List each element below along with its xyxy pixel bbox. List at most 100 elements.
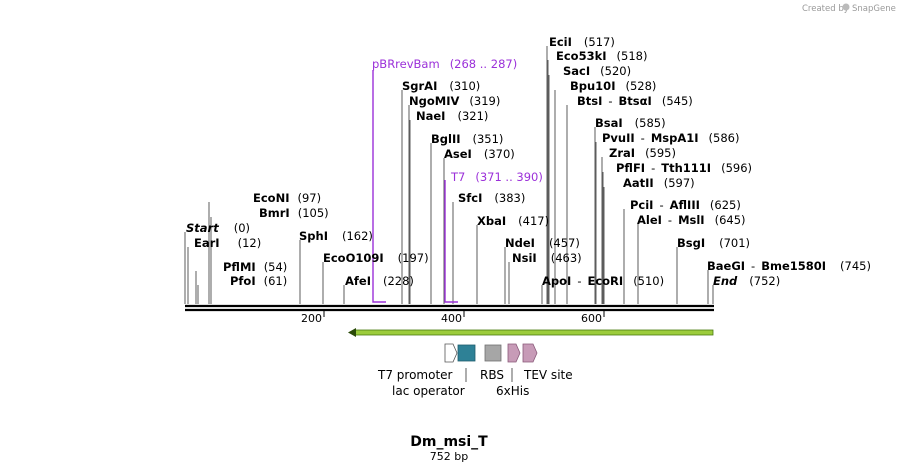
site-label-pvuii[interactable]: PvuII - MspA1I (586) (602, 131, 739, 145)
site-position: (97) (297, 191, 321, 205)
site-name: AseI (444, 147, 472, 161)
primer-T7[interactable]: T7 (371 .. 390) (444, 170, 543, 303)
svg-text:SnapGene: SnapGene (852, 4, 896, 14)
snapgene-logo-icon (842, 3, 850, 11)
site-name: PfoI (230, 274, 256, 288)
site-position: (457) (549, 236, 580, 250)
primer-pBRrevBam-label: pBRrevBam (268 .. 287) (372, 57, 517, 71)
site-position: (105) (298, 206, 329, 220)
site-label-btsi[interactable]: BtsI - BtsαI (545) (577, 94, 693, 108)
feature-label-lac-operator: lac operator (392, 384, 465, 398)
primer-pBRrevBam[interactable]: pBRrevBam (268 .. 287) (372, 57, 517, 303)
site-name: ZraI (609, 146, 635, 160)
map-title: Dm_msi_T (410, 434, 488, 450)
site-label-eari[interactable]: EarI (12) (194, 236, 261, 250)
site-position: (12) (238, 236, 262, 250)
site-position: (596) (721, 161, 752, 175)
site-name: SfcI (458, 191, 482, 205)
site-label-bsgi[interactable]: BsgI (701) (677, 236, 750, 250)
site-label-bpu10i[interactable]: Bpu10I (528) (570, 79, 656, 93)
site-name-secondary: AflIII (670, 198, 700, 212)
site-name: NsiI (512, 251, 537, 265)
site-position: (645) (715, 213, 746, 227)
site-position: (625) (710, 198, 741, 212)
primer-T7-line (444, 180, 458, 303)
restriction-site-labels: Start (0) EarI (12) PflMI (54) PfoI (61) EcoNI (9… (186, 35, 871, 288)
site-label-pflfi[interactable]: PflFI - Tth111I (596) (616, 161, 752, 175)
lac-operator-box[interactable] (457, 344, 476, 362)
site-label-naei[interactable]: NaeI (321) (416, 109, 488, 123)
site-label-alei[interactable]: AleI - MslI (645) (637, 213, 746, 227)
site-position: (701) (719, 236, 750, 250)
site-position: (310) (449, 79, 480, 93)
tick-label-600: 600 (581, 312, 602, 325)
site-name: BtsI (577, 94, 602, 108)
site-name: AleI (637, 213, 662, 227)
site-position: (370) (484, 147, 515, 161)
site-position: (351) (473, 132, 504, 146)
site-label-aatii[interactable]: AatII (597) (623, 176, 695, 190)
site-label-ndei[interactable]: NdeI (457) (505, 236, 580, 250)
site-label-sgrai[interactable]: SgrAI (310) (402, 79, 480, 93)
site-label-zrai[interactable]: ZraI (595) (609, 146, 676, 160)
site-label-ngomiv[interactable]: NgoMIV (319) (409, 94, 500, 108)
site-name: BglII (431, 132, 461, 146)
site-position: (510) (633, 274, 664, 288)
site-label-asei[interactable]: AseI (370) (444, 147, 515, 161)
feature-labels: T7 promoter lac operator RBS 6xHis TEV s… (377, 368, 573, 398)
site-label-econi[interactable]: EcoNI (97) (253, 191, 321, 205)
site-name: PflFI (616, 161, 645, 175)
site-label-sphi[interactable]: SphI (162) (299, 229, 373, 243)
feature-glyphs (444, 343, 538, 382)
site-name: NgoMIV (409, 94, 459, 108)
his-tag-arrow[interactable] (507, 343, 521, 363)
site-name: ApoI (542, 274, 571, 288)
site-label-saci[interactable]: SacI (520) (563, 64, 631, 78)
orf-arrow[interactable] (348, 328, 714, 337)
site-position: (545) (662, 94, 693, 108)
site-position: (595) (645, 146, 676, 160)
snapgene-watermark: Created by SnapGene (802, 3, 896, 14)
site-label-ecii[interactable]: EciI (517) (549, 35, 615, 49)
site-name: BmrI (259, 206, 290, 220)
site-name: EciI (549, 35, 572, 49)
site-position: (586) (709, 131, 740, 145)
site-label-end[interactable]: End (752) (713, 274, 780, 288)
site-label-bsai[interactable]: BsaI (585) (595, 116, 666, 130)
site-position: (528) (625, 79, 656, 93)
map-length: 752 bp (430, 450, 468, 463)
rbs-box[interactable] (484, 344, 502, 362)
site-name: EcoNI (253, 191, 289, 205)
site-label-baegi[interactable]: BaeGI - Bme1580I (745) (707, 259, 871, 273)
feature-label-tev-site: TEV site (523, 368, 573, 382)
site-label-start[interactable]: Start (0) (186, 221, 250, 235)
site-label-pflmi[interactable]: PflMI (54) (223, 260, 287, 274)
site-position: (319) (469, 94, 500, 108)
site-label-pfoi[interactable]: PfoI (61) (230, 274, 287, 288)
tev-site-arrow[interactable] (522, 343, 538, 363)
site-label-afei[interactable]: AfeI (228) (345, 274, 414, 288)
site-name: AatII (623, 176, 654, 190)
site-label-sfci[interactable]: SfcI (383) (458, 191, 525, 205)
site-name-secondary: MslI (678, 213, 705, 227)
site-dash: - (668, 213, 672, 227)
site-name: NdeI (505, 236, 535, 250)
site-label-eco53ki[interactable]: Eco53kI (518) (556, 49, 647, 63)
site-label-ecoo109i[interactable]: EcoO109I (197) (323, 251, 429, 265)
site-position: (197) (398, 251, 429, 265)
site-label-nsii[interactable]: NsiI (463) (512, 251, 582, 265)
site-label-apoi[interactable]: ApoI - EcoRI (510) (542, 274, 664, 288)
site-name: PflMI (223, 260, 256, 274)
site-name: EcoO109I (323, 251, 384, 265)
site-name: Bpu10I (570, 79, 615, 93)
site-label-bglii[interactable]: BglII (351) (431, 132, 503, 146)
site-label-bmri[interactable]: BmrI (105) (259, 206, 329, 220)
site-label-pcii[interactable]: PciI - AflIII (625) (630, 198, 741, 212)
t7-promoter-arrow[interactable] (444, 343, 458, 363)
orf-arrowhead (348, 328, 356, 337)
site-label-xbai[interactable]: XbaI (417) (477, 214, 549, 228)
site-dash: - (659, 198, 663, 212)
site-dash: - (641, 131, 645, 145)
tick-label-400: 400 (441, 312, 462, 325)
